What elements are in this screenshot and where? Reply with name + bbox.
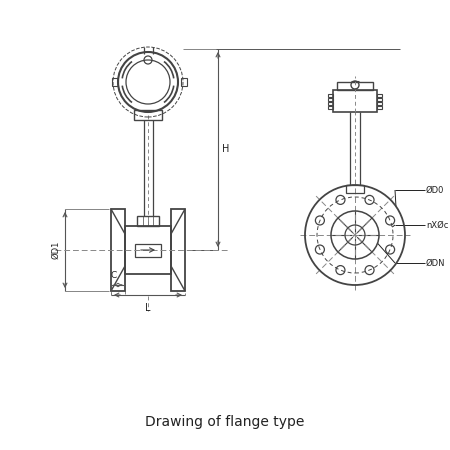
Text: ØDN: ØDN <box>426 258 446 267</box>
Text: Drawing of flange type: Drawing of flange type <box>145 415 305 429</box>
Text: ØD0: ØD0 <box>426 185 445 194</box>
Bar <box>134 110 162 120</box>
Bar <box>181 78 187 86</box>
Text: L: L <box>145 303 151 313</box>
Bar <box>333 90 377 112</box>
Bar <box>171 209 185 291</box>
Bar <box>125 226 171 274</box>
Bar <box>137 216 159 226</box>
Bar <box>328 98 333 101</box>
Text: H: H <box>222 144 230 154</box>
Bar <box>377 94 382 97</box>
Bar <box>328 106 333 109</box>
Bar <box>112 78 118 86</box>
Bar <box>328 94 333 97</box>
Bar <box>377 98 382 101</box>
Bar <box>328 102 333 105</box>
Text: nXØc: nXØc <box>426 220 448 230</box>
Bar <box>346 185 364 193</box>
Bar <box>377 106 382 109</box>
Bar <box>337 82 373 90</box>
Bar <box>135 243 161 256</box>
Text: C: C <box>111 271 117 280</box>
Bar <box>111 209 125 291</box>
Text: ØD1: ØD1 <box>51 241 60 259</box>
Bar <box>377 102 382 105</box>
